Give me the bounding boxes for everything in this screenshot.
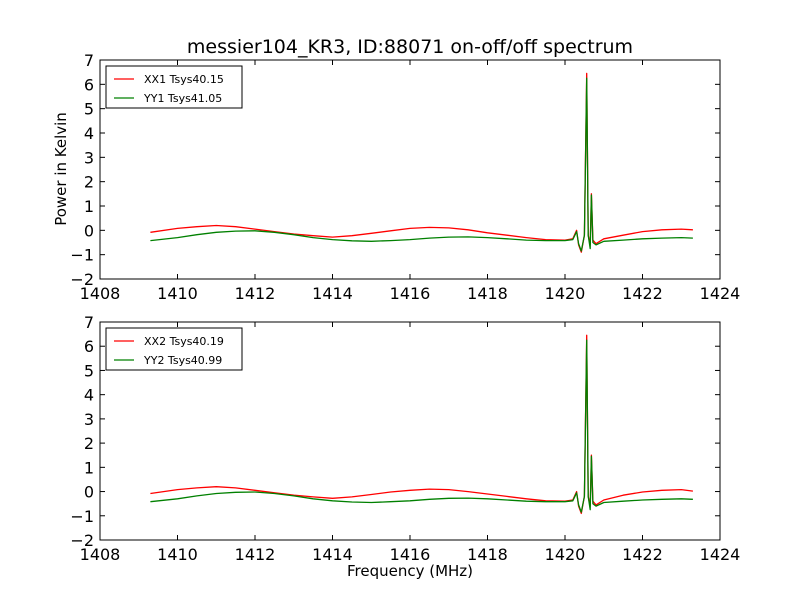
x-tick-label: 1408 bbox=[80, 545, 121, 564]
y-tick-label: 0 bbox=[84, 221, 94, 240]
x-tick-label: 1420 bbox=[545, 545, 586, 564]
y-tick-label: 3 bbox=[84, 410, 94, 429]
y-tick-label: 7 bbox=[84, 313, 94, 332]
x-tick-label: 1424 bbox=[700, 545, 741, 564]
series-line-2 bbox=[150, 77, 693, 252]
y-axis-label: Power in Kelvin bbox=[52, 112, 70, 226]
y-tick-label: −1 bbox=[70, 507, 94, 526]
y-tick-label: 4 bbox=[84, 386, 94, 405]
y-tick-label: 3 bbox=[84, 148, 94, 167]
series-line-1 bbox=[150, 334, 693, 515]
x-tick-label: 1418 bbox=[467, 284, 508, 303]
x-tick-label: 1412 bbox=[235, 284, 276, 303]
chart-title: messier104_KR3, ID:88071 on-off/off spec… bbox=[187, 36, 633, 58]
x-tick-label: 1414 bbox=[312, 284, 353, 303]
bottom-panel: 1408 1410 1412 1414 1416 1418 1420 1422 1424−2−1… bbox=[70, 313, 740, 564]
x-tick-label: 1410 bbox=[157, 284, 198, 303]
legend-box bbox=[105, 327, 243, 371]
x-tick-label: 1422 bbox=[622, 284, 663, 303]
x-tick-label: 1408 bbox=[80, 284, 121, 303]
y-tick-label: 1 bbox=[84, 197, 94, 216]
x-tick-label: 1412 bbox=[235, 545, 276, 564]
legend-box bbox=[105, 65, 243, 109]
series-line-1 bbox=[150, 72, 693, 253]
y-tick-label: 2 bbox=[84, 173, 94, 192]
y-tick-label: 6 bbox=[84, 337, 94, 356]
legend-label: YY1 Tsys41.05 bbox=[143, 92, 222, 105]
y-tick-label: 6 bbox=[84, 75, 94, 94]
y-tick-label: 1 bbox=[84, 458, 94, 477]
x-tick-label: 1418 bbox=[467, 545, 508, 564]
y-tick-label: −2 bbox=[70, 531, 94, 550]
y-tick-label: 0 bbox=[84, 483, 94, 502]
y-tick-label: −2 bbox=[70, 270, 94, 289]
x-tick-label: 1416 bbox=[390, 545, 431, 564]
x-axis-label: Frequency (MHz) bbox=[347, 562, 473, 580]
x-tick-label: 1414 bbox=[312, 545, 353, 564]
y-tick-label: 2 bbox=[84, 434, 94, 453]
series-line-2 bbox=[150, 339, 693, 513]
legend-label: YY2 Tsys40.99 bbox=[143, 354, 222, 367]
x-tick-label: 1424 bbox=[700, 284, 741, 303]
y-tick-label: −1 bbox=[70, 246, 94, 265]
y-tick-label: 7 bbox=[84, 51, 94, 70]
y-tick-label: 5 bbox=[84, 361, 94, 380]
legend-label: XX1 Tsys40.15 bbox=[144, 73, 224, 86]
x-tick-label: 1420 bbox=[545, 284, 586, 303]
legend-label: XX2 Tsys40.19 bbox=[144, 335, 224, 348]
x-tick-label: 1410 bbox=[157, 545, 198, 564]
top-panel: 1408 1410 1412 1414 1416 1418 1420 1422 1424−2−1… bbox=[70, 51, 740, 303]
y-tick-label: 5 bbox=[84, 100, 94, 119]
y-tick-label: 4 bbox=[84, 124, 94, 143]
x-tick-label: 1422 bbox=[622, 545, 663, 564]
x-tick-label: 1416 bbox=[390, 284, 431, 303]
